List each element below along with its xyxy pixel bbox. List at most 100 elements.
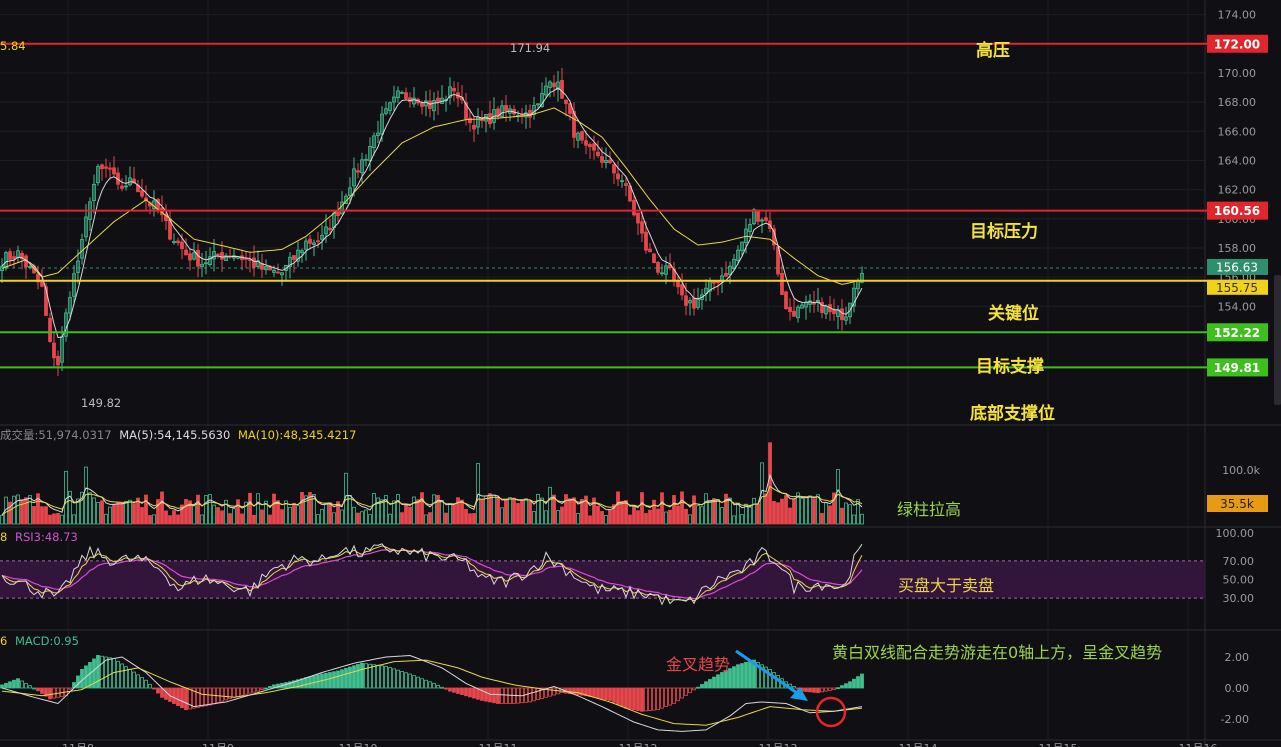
candle-body: [432, 99, 436, 112]
candle-body: [852, 287, 856, 307]
volume-bar: [480, 499, 484, 525]
macd-histogram-bar: [264, 687, 268, 690]
volume-bar: [476, 463, 480, 525]
volume-bar: [584, 495, 588, 525]
volume-bar: [548, 486, 552, 525]
volume-bar: [360, 511, 364, 525]
candle-body: [180, 241, 184, 249]
volume-bar: [748, 506, 752, 525]
volume-bar: [640, 492, 644, 525]
candle-body: [132, 178, 136, 184]
macd-histogram-bar: [828, 687, 832, 691]
macd-histogram-bar: [620, 687, 624, 707]
macd-legend-prefix: 6: [0, 634, 8, 648]
candle-body: [764, 217, 768, 221]
volume-bar: [328, 502, 332, 525]
candle-body: [208, 256, 212, 265]
volume-bar: [508, 497, 512, 525]
macd-histogram-bar: [180, 687, 184, 709]
candle-body: [252, 257, 256, 268]
volume-bar: [212, 504, 216, 525]
volume-bar: [296, 505, 300, 525]
candle-body: [36, 273, 40, 283]
volume-bar: [516, 503, 520, 525]
volume-bar: [616, 491, 620, 525]
macd-histogram-bar: [688, 687, 692, 694]
volume-bar: [368, 514, 372, 525]
candle-body: [632, 199, 636, 216]
volume-bar: [628, 514, 632, 525]
candle-body: [348, 187, 352, 197]
volume-bar: [40, 506, 44, 525]
volume-bar: [724, 493, 728, 525]
macd-histogram-bar: [592, 687, 596, 698]
candle-body: [608, 159, 612, 164]
candle-body: [692, 297, 696, 309]
macd-histogram-bar: [856, 676, 860, 689]
candle-body: [596, 151, 600, 157]
volume-bar: [664, 511, 668, 525]
macd-histogram-bar: [444, 687, 448, 690]
candle-body: [328, 227, 332, 231]
candle-body: [76, 260, 80, 273]
macd-histogram-bar: [456, 687, 460, 694]
volume-bar: [172, 510, 176, 525]
volume-bar: [28, 495, 32, 525]
volume-bar: [568, 498, 572, 525]
volume-bar: [416, 499, 420, 525]
annotation-arrow-shaft: [735, 649, 801, 697]
volume-bar: [408, 506, 412, 525]
candle-body: [120, 185, 124, 189]
volume-bar: [72, 514, 76, 525]
volume-bar: [660, 492, 664, 525]
candle-body: [108, 167, 112, 170]
volume-bar: [784, 495, 788, 525]
macd-histogram-bar: [176, 687, 180, 706]
volume-bar: [620, 500, 624, 525]
macd-histogram-bar: [600, 687, 604, 700]
macd-histogram-bar: [848, 681, 852, 689]
candle-body: [660, 272, 664, 275]
ma-short-line: [1, 87, 863, 339]
candle-body: [392, 96, 396, 103]
volume-bar: [772, 501, 776, 525]
candle-body: [276, 271, 280, 274]
candle-body: [500, 105, 504, 118]
macd-histogram-bar: [340, 669, 344, 689]
volume-bar: [740, 514, 744, 525]
macd-histogram-bar: [472, 687, 476, 699]
volume-bar: [528, 501, 532, 525]
volume-bar: [220, 510, 224, 525]
candle-body: [680, 284, 684, 296]
volume-bar: [184, 499, 188, 525]
volume-bar: [68, 490, 72, 525]
macd-histogram-bar: [844, 683, 848, 689]
candle-body: [320, 234, 324, 240]
macd-histogram-bar: [108, 657, 112, 689]
volume-bar: [180, 504, 184, 525]
volume-bar: [300, 491, 304, 525]
volume-bar: [240, 513, 244, 525]
macd-tick-label: 2.00: [1225, 651, 1250, 664]
macd-histogram-bar: [200, 687, 204, 708]
price-tick-label: 174.00: [1218, 9, 1257, 22]
volume-bar: [600, 511, 604, 525]
candle-body: [684, 295, 688, 306]
candle-body: [372, 135, 376, 149]
macd-histogram-bar: [656, 687, 660, 711]
macd-histogram-bar: [164, 687, 168, 700]
candle-body: [172, 241, 176, 243]
macd-histogram-bar: [360, 662, 364, 689]
candle-body: [396, 90, 400, 99]
candle-body: [728, 265, 732, 276]
macd-histogram-bar: [724, 670, 728, 689]
candle-body: [584, 140, 588, 146]
price-tick-label: 168.00: [1218, 96, 1257, 109]
volume-bar: [12, 495, 16, 525]
candle-body: [140, 190, 144, 197]
macd-histogram-bar: [824, 687, 828, 692]
volume-bar: [156, 499, 160, 525]
candle-body: [784, 291, 788, 309]
candle-body: [652, 253, 656, 263]
candle-body: [380, 113, 384, 135]
